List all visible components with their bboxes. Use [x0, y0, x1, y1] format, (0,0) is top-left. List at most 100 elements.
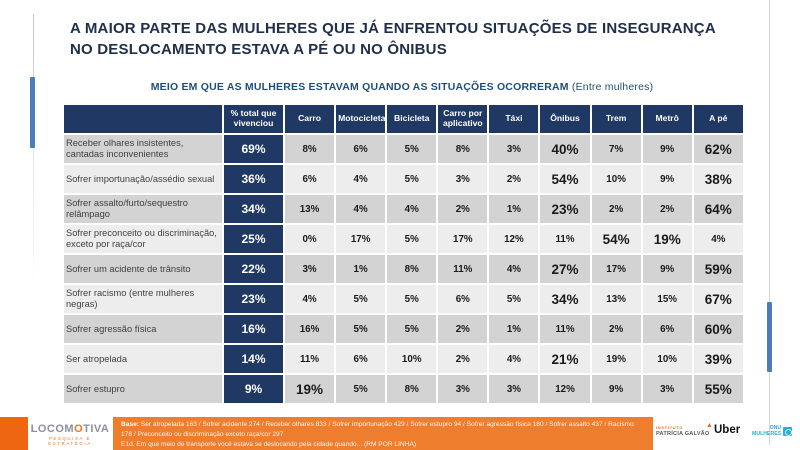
value-cell: 12% — [538, 373, 592, 405]
value-cell: 4% — [487, 253, 541, 285]
value-cell: 39% — [691, 343, 745, 375]
table-body: Receber olhares insistentes, cantadas in… — [62, 133, 745, 405]
value-cell: 8% — [436, 133, 490, 165]
column-header: Ônibus — [538, 103, 592, 135]
table-subtitle: MEIO EM QUE AS MULHERES ESTAVAM QUANDO A… — [62, 81, 742, 93]
patricia-galvao-institute-label: INSTITUTO — [656, 426, 684, 430]
value-cell: 2% — [589, 193, 643, 225]
value-cell: 2% — [589, 313, 643, 345]
value-cell: 6% — [640, 313, 694, 345]
value-cell: 16% — [282, 313, 337, 345]
value-cell: 3% — [282, 253, 337, 285]
column-header: % total que vivenciou — [222, 103, 285, 135]
value-cell: 5% — [487, 283, 541, 315]
value-cell: 27% — [538, 253, 592, 285]
value-cell: 54% — [589, 223, 643, 255]
value-cell: 17% — [436, 223, 490, 255]
value-cell: 11% — [436, 253, 490, 285]
value-cell: 5% — [385, 313, 439, 345]
value-cell: 0% — [282, 223, 337, 255]
value-cell: 64% — [691, 193, 745, 225]
row-label-cell: Sofrer preconceito ou discriminação, exc… — [62, 223, 224, 255]
value-cell: 11% — [538, 223, 592, 255]
value-cell: 34% — [538, 283, 592, 315]
table-row: Sofrer agressão física 16% 16% 5% 5% 2% 1% 11% 2… — [62, 313, 745, 345]
column-header: Táxi — [487, 103, 541, 135]
onu-mulheres-logo: ONU MULHERES — [752, 425, 793, 438]
value-cell: 10% — [640, 343, 694, 375]
value-cell: 3% — [487, 133, 541, 165]
locomotiva-tagline: PESQUISA E ESTRATÉGIA — [48, 436, 92, 446]
locomotiva-logo: LOCOMOTIVA PESQUISA E ESTRATÉGIA — [30, 423, 110, 446]
table-subtitle-main: MEIO EM QUE AS MULHERES ESTAVAM QUANDO A… — [150, 81, 569, 93]
value-cell: 4% — [487, 343, 541, 375]
value-cell: 40% — [538, 133, 592, 165]
uber-logo: Uber — [714, 424, 741, 436]
value-cell: 13% — [282, 193, 337, 225]
table-row: Ser atropelada 14% 11% 6% 10% 2% 4% 21% 19% 10% 39… — [62, 343, 745, 375]
value-cell: 11% — [538, 313, 592, 345]
value-cell: 38% — [691, 163, 745, 195]
value-cell: 60% — [691, 313, 745, 345]
row-label-cell: Receber olhares insistentes, cantadas in… — [62, 133, 224, 165]
value-cell: 55% — [691, 373, 745, 405]
value-cell: 2% — [436, 313, 490, 345]
value-cell: 6% — [436, 283, 490, 315]
column-header: Bicicleta — [385, 103, 439, 135]
value-cell: 19% — [282, 373, 337, 405]
table-row: Receber olhares insistentes, cantadas in… — [62, 133, 745, 165]
right-rail-accent — [767, 302, 772, 372]
value-cell: 12% — [487, 223, 541, 255]
value-cell: 8% — [282, 133, 337, 165]
value-cell: 3% — [487, 373, 541, 405]
total-cell: 36% — [222, 163, 285, 195]
value-cell: 6% — [282, 163, 337, 195]
value-cell: 5% — [385, 163, 439, 195]
value-cell: 3% — [436, 373, 490, 405]
value-cell: 2% — [436, 343, 490, 375]
base-note: Base: Ser atropelada 163 / Sofrer aciden… — [121, 421, 634, 438]
table-row: Sofrer racismo (entre mulheres negras) 23… — [62, 283, 745, 315]
value-cell: 4% — [691, 223, 745, 255]
patricia-galvao-mark-icon — [707, 423, 712, 427]
column-header: Carro por aplicativo — [436, 103, 490, 135]
value-cell: 3% — [640, 373, 694, 405]
row-label-cell: Sofrer agressão física — [62, 313, 224, 345]
row-label-cell: Sofrer estupro — [62, 373, 224, 405]
left-rail-accent — [30, 77, 35, 148]
value-cell: 1% — [487, 193, 541, 225]
value-cell: 4% — [282, 283, 337, 315]
total-cell: 14% — [222, 343, 285, 375]
page-title: A MAIOR PARTE DAS MULHERES QUE JÁ ENFREN… — [70, 20, 716, 58]
value-cell: 2% — [436, 193, 490, 225]
value-cell: 3% — [436, 163, 490, 195]
value-cell: 11% — [282, 343, 337, 375]
value-cell: 4% — [334, 193, 388, 225]
footer-orange-square — [0, 417, 28, 450]
value-cell: 54% — [538, 163, 592, 195]
value-cell: 59% — [691, 253, 745, 285]
table-row: Sofrer um acidente de trânsito 22% 3% 1% 8% 1… — [62, 253, 745, 285]
value-cell: 15% — [640, 283, 694, 315]
row-label-cell: Sofrer assalto/furto/sequestro relâmpago — [62, 193, 224, 225]
header-corner-cell — [62, 103, 224, 135]
total-cell: 16% — [222, 313, 285, 345]
value-cell: 2% — [487, 163, 541, 195]
value-cell: 8% — [385, 253, 439, 285]
table-row: Sofrer estupro 9% 19% 5% 8% 3% 3% 12% 9% 3% 55% — [62, 373, 745, 405]
value-cell: 5% — [385, 133, 439, 165]
patricia-galvao-name: PATRÍCIA GALVÃO — [656, 430, 710, 437]
value-cell: 21% — [538, 343, 592, 375]
row-label-cell: Sofrer racismo (entre mulheres negras) — [62, 283, 224, 315]
value-cell: 9% — [640, 133, 694, 165]
value-cell: 6% — [334, 343, 388, 375]
value-cell: 17% — [334, 223, 388, 255]
patricia-galvao-logo: INSTITUTO PATRÍCIA GALVÃO — [656, 423, 712, 437]
value-cell: 6% — [334, 133, 388, 165]
value-cell: 10% — [589, 163, 643, 195]
value-cell: 67% — [691, 283, 745, 315]
total-cell: 9% — [222, 373, 285, 405]
value-cell: 17% — [589, 253, 643, 285]
results-table: % total que vivenciou Carro Motocicleta Bic… — [62, 103, 745, 405]
